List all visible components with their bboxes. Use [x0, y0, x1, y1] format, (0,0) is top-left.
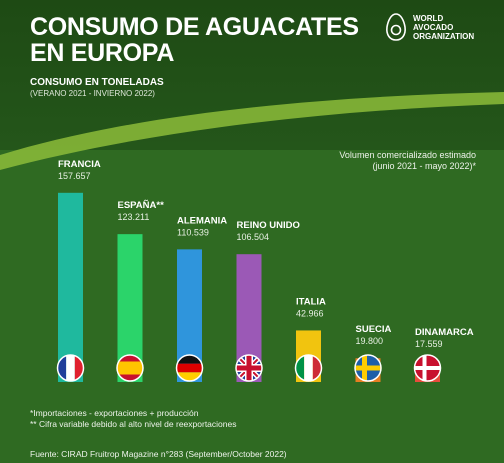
flag-ring-5	[354, 354, 382, 382]
header: CONSUMO DE AGUACATES EN EUROPA CONSUMO E…	[30, 14, 359, 98]
flag-ring-1	[116, 354, 144, 382]
page-title: CONSUMO DE AGUACATES EN EUROPA	[30, 14, 359, 66]
flag-ring-0	[56, 354, 85, 382]
title-line-2: EN EUROPA	[30, 39, 175, 67]
category-label-1: ESPAÑA**	[118, 200, 165, 211]
legend-line-2: (junio 2021 - mayo 2022)*	[372, 161, 476, 171]
value-label-1: 123.211	[118, 212, 150, 222]
logo-text: WORLD AVOCADO ORGANIZATION	[413, 13, 475, 41]
flag-ring-6	[413, 354, 442, 382]
value-label-5: 19.800	[356, 336, 384, 346]
category-label-5: SUECIA	[356, 324, 392, 335]
category-label-3: REINO UNIDO	[237, 220, 300, 231]
header-background	[0, 0, 504, 150]
italy-flag-icon	[295, 355, 322, 381]
title-line-1: CONSUMO DE AGUACATES	[30, 13, 359, 41]
value-label-3: 106.504	[237, 232, 270, 242]
category-label-2: ALEMANIA	[177, 215, 227, 226]
france-flag-icon	[57, 355, 84, 381]
value-label-0: 157.657	[58, 171, 91, 181]
category-label-0: FRANCIA	[58, 159, 101, 170]
category-label-4: ITALIA	[296, 296, 326, 307]
source-note: Fuente: CIRAD Fruitrop Magazine n°283 (S…	[30, 449, 287, 459]
flag-ring-3	[235, 354, 263, 382]
chart-legend: Volumen comercializado estimado (junio 2…	[339, 150, 476, 172]
germany-flag-icon	[176, 355, 203, 381]
subtitle: CONSUMO EN TONELADAS	[30, 77, 164, 88]
wao-logo: WORLD AVOCADO ORGANIZATION	[384, 12, 474, 42]
header-swoosh	[0, 92, 504, 170]
period-note: (VERANO 2021 - INVIERNO 2022)	[30, 89, 155, 98]
value-label-2: 110.539	[177, 227, 209, 237]
category-label-6: DINAMARCA	[415, 327, 474, 338]
value-label-4: 42.966	[296, 308, 324, 318]
value-label-6: 17.559	[415, 339, 443, 349]
footnote-2: ** Cifra variable debido al alto nivel d…	[30, 419, 237, 429]
footnote-1: *Importaciones - exportaciones + producc…	[30, 408, 199, 418]
bar-0	[58, 192, 83, 382]
avocado-icon	[386, 13, 406, 41]
flag-ring-4	[294, 354, 323, 382]
legend-line-1: Volumen comercializado estimado	[339, 150, 476, 160]
flag-ring-2	[175, 354, 204, 382]
